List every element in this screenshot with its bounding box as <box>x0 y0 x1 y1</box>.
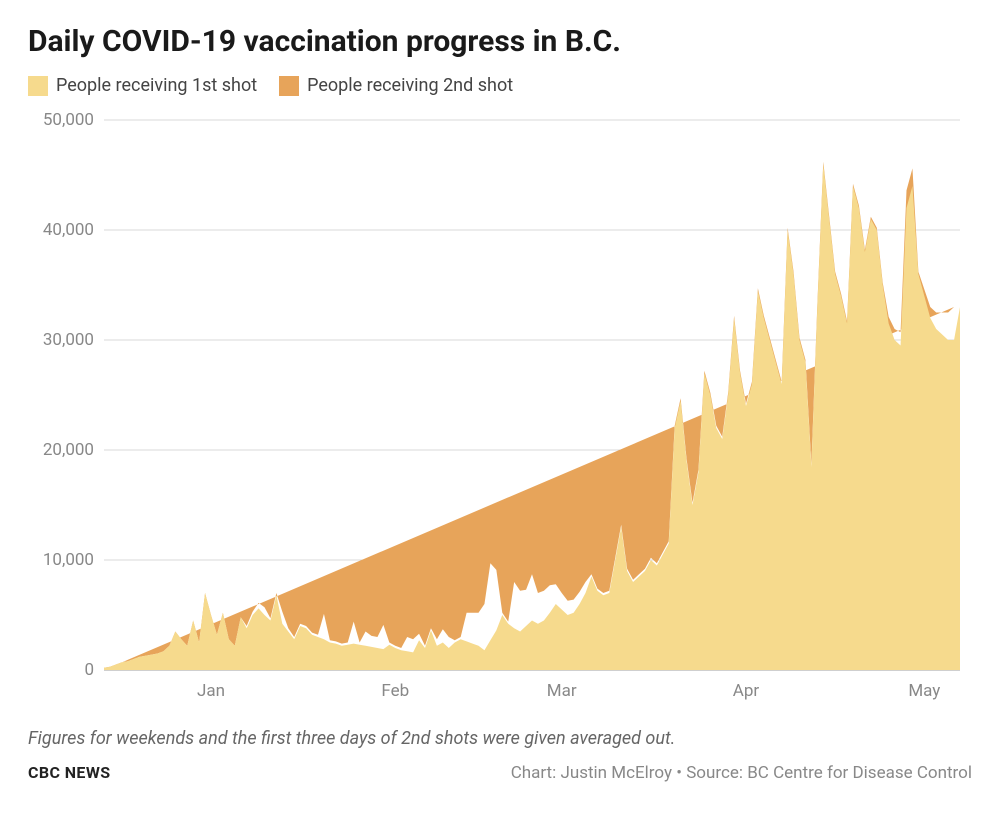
svg-text:40,000: 40,000 <box>43 220 94 240</box>
legend-label-second-shot: People receiving 2nd shot <box>307 75 513 96</box>
footer: CBC NEWS Chart: Justin McElroy • Source:… <box>28 763 972 783</box>
svg-text:Apr: Apr <box>733 681 760 701</box>
legend-label-first-shot: People receiving 1st shot <box>56 75 257 96</box>
svg-text:Mar: Mar <box>547 681 577 701</box>
chart-area: 0 10,000 20,000 30,000 40,000 50,000 Jan Feb Mar… <box>28 110 972 710</box>
brand-label: CBC NEWS <box>28 763 110 782</box>
legend-swatch-first-shot <box>28 76 48 96</box>
page-title: Daily COVID-19 vaccination progress in B… <box>28 24 972 59</box>
legend-item-second-shot: People receiving 2nd shot <box>279 75 513 96</box>
footnote: Figures for weekends and the first three… <box>28 728 972 749</box>
vaccination-chart: 0 10,000 20,000 30,000 40,000 50,000 Jan Feb Mar… <box>28 110 972 710</box>
svg-text:10,000: 10,000 <box>43 550 94 570</box>
chart-credit: Chart: Justin McElroy • Source: BC Centr… <box>511 763 972 783</box>
svg-text:50,000: 50,000 <box>43 110 94 130</box>
svg-text:20,000: 20,000 <box>43 440 94 460</box>
legend: People receiving 1st shot People receivi… <box>28 75 972 96</box>
svg-text:May: May <box>908 681 940 701</box>
legend-swatch-second-shot <box>279 76 299 96</box>
svg-text:Feb: Feb <box>381 681 409 701</box>
svg-text:0: 0 <box>84 660 94 680</box>
legend-item-first-shot: People receiving 1st shot <box>28 75 257 96</box>
svg-text:Jan: Jan <box>197 681 225 701</box>
svg-text:30,000: 30,000 <box>43 330 94 350</box>
